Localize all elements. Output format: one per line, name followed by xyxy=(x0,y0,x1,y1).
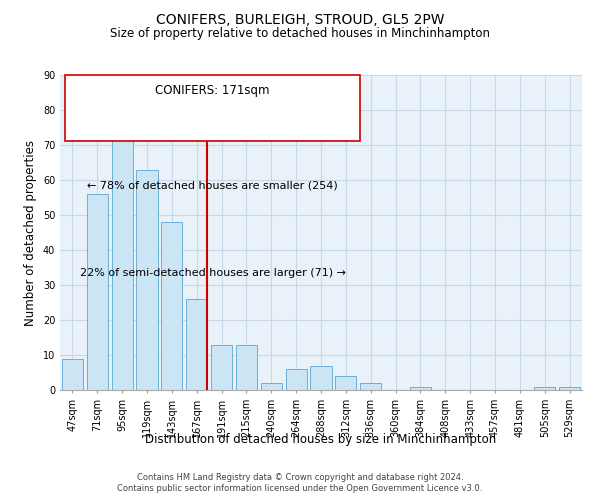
Bar xyxy=(286,369,307,390)
Bar xyxy=(310,366,332,390)
Bar xyxy=(335,376,356,390)
Bar xyxy=(236,344,257,390)
Bar xyxy=(136,170,158,390)
Bar xyxy=(186,299,207,390)
Text: Contains HM Land Registry data © Crown copyright and database right 2024.: Contains HM Land Registry data © Crown c… xyxy=(137,472,463,482)
Bar xyxy=(360,383,381,390)
Y-axis label: Number of detached properties: Number of detached properties xyxy=(24,140,37,326)
Text: Contains public sector information licensed under the Open Government Licence v3: Contains public sector information licen… xyxy=(118,484,482,493)
Bar xyxy=(534,386,555,390)
Text: Distribution of detached houses by size in Minchinhampton: Distribution of detached houses by size … xyxy=(145,432,497,446)
Bar xyxy=(62,358,83,390)
Bar xyxy=(112,124,133,390)
Bar xyxy=(87,194,108,390)
Bar xyxy=(161,222,182,390)
FancyBboxPatch shape xyxy=(65,75,360,141)
Text: Size of property relative to detached houses in Minchinhampton: Size of property relative to detached ho… xyxy=(110,28,490,40)
Bar xyxy=(410,386,431,390)
Text: 22% of semi-detached houses are larger (71) →: 22% of semi-detached houses are larger (… xyxy=(80,268,346,278)
Bar xyxy=(261,383,282,390)
Bar xyxy=(559,386,580,390)
Text: CONIFERS, BURLEIGH, STROUD, GL5 2PW: CONIFERS, BURLEIGH, STROUD, GL5 2PW xyxy=(156,12,444,26)
Bar xyxy=(211,344,232,390)
Text: CONIFERS: 171sqm: CONIFERS: 171sqm xyxy=(155,84,270,98)
Text: ← 78% of detached houses are smaller (254): ← 78% of detached houses are smaller (25… xyxy=(88,180,338,190)
